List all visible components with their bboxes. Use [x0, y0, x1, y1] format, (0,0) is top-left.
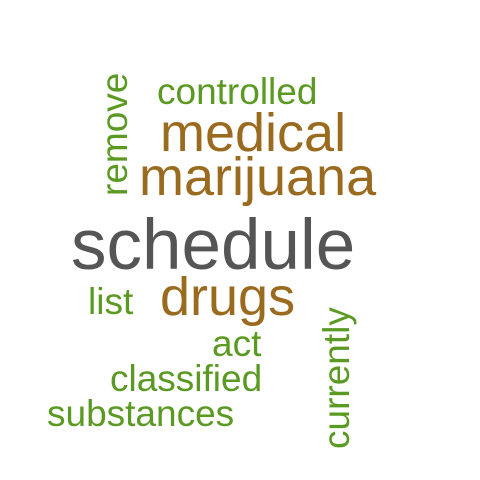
word-currently: currently	[316, 307, 357, 449]
word-list: list	[88, 281, 134, 322]
word-controlled: controlled	[157, 71, 318, 112]
word-substances: substances	[47, 393, 235, 434]
word-remove: remove	[94, 72, 135, 196]
word-classified: classified	[110, 358, 263, 399]
word-marijuana: marijuana	[139, 147, 377, 207]
word-act: act	[212, 323, 262, 364]
word-schedule: schedule	[71, 206, 356, 285]
word-medical: medical	[160, 103, 347, 163]
word-drugs: drugs	[160, 267, 296, 327]
